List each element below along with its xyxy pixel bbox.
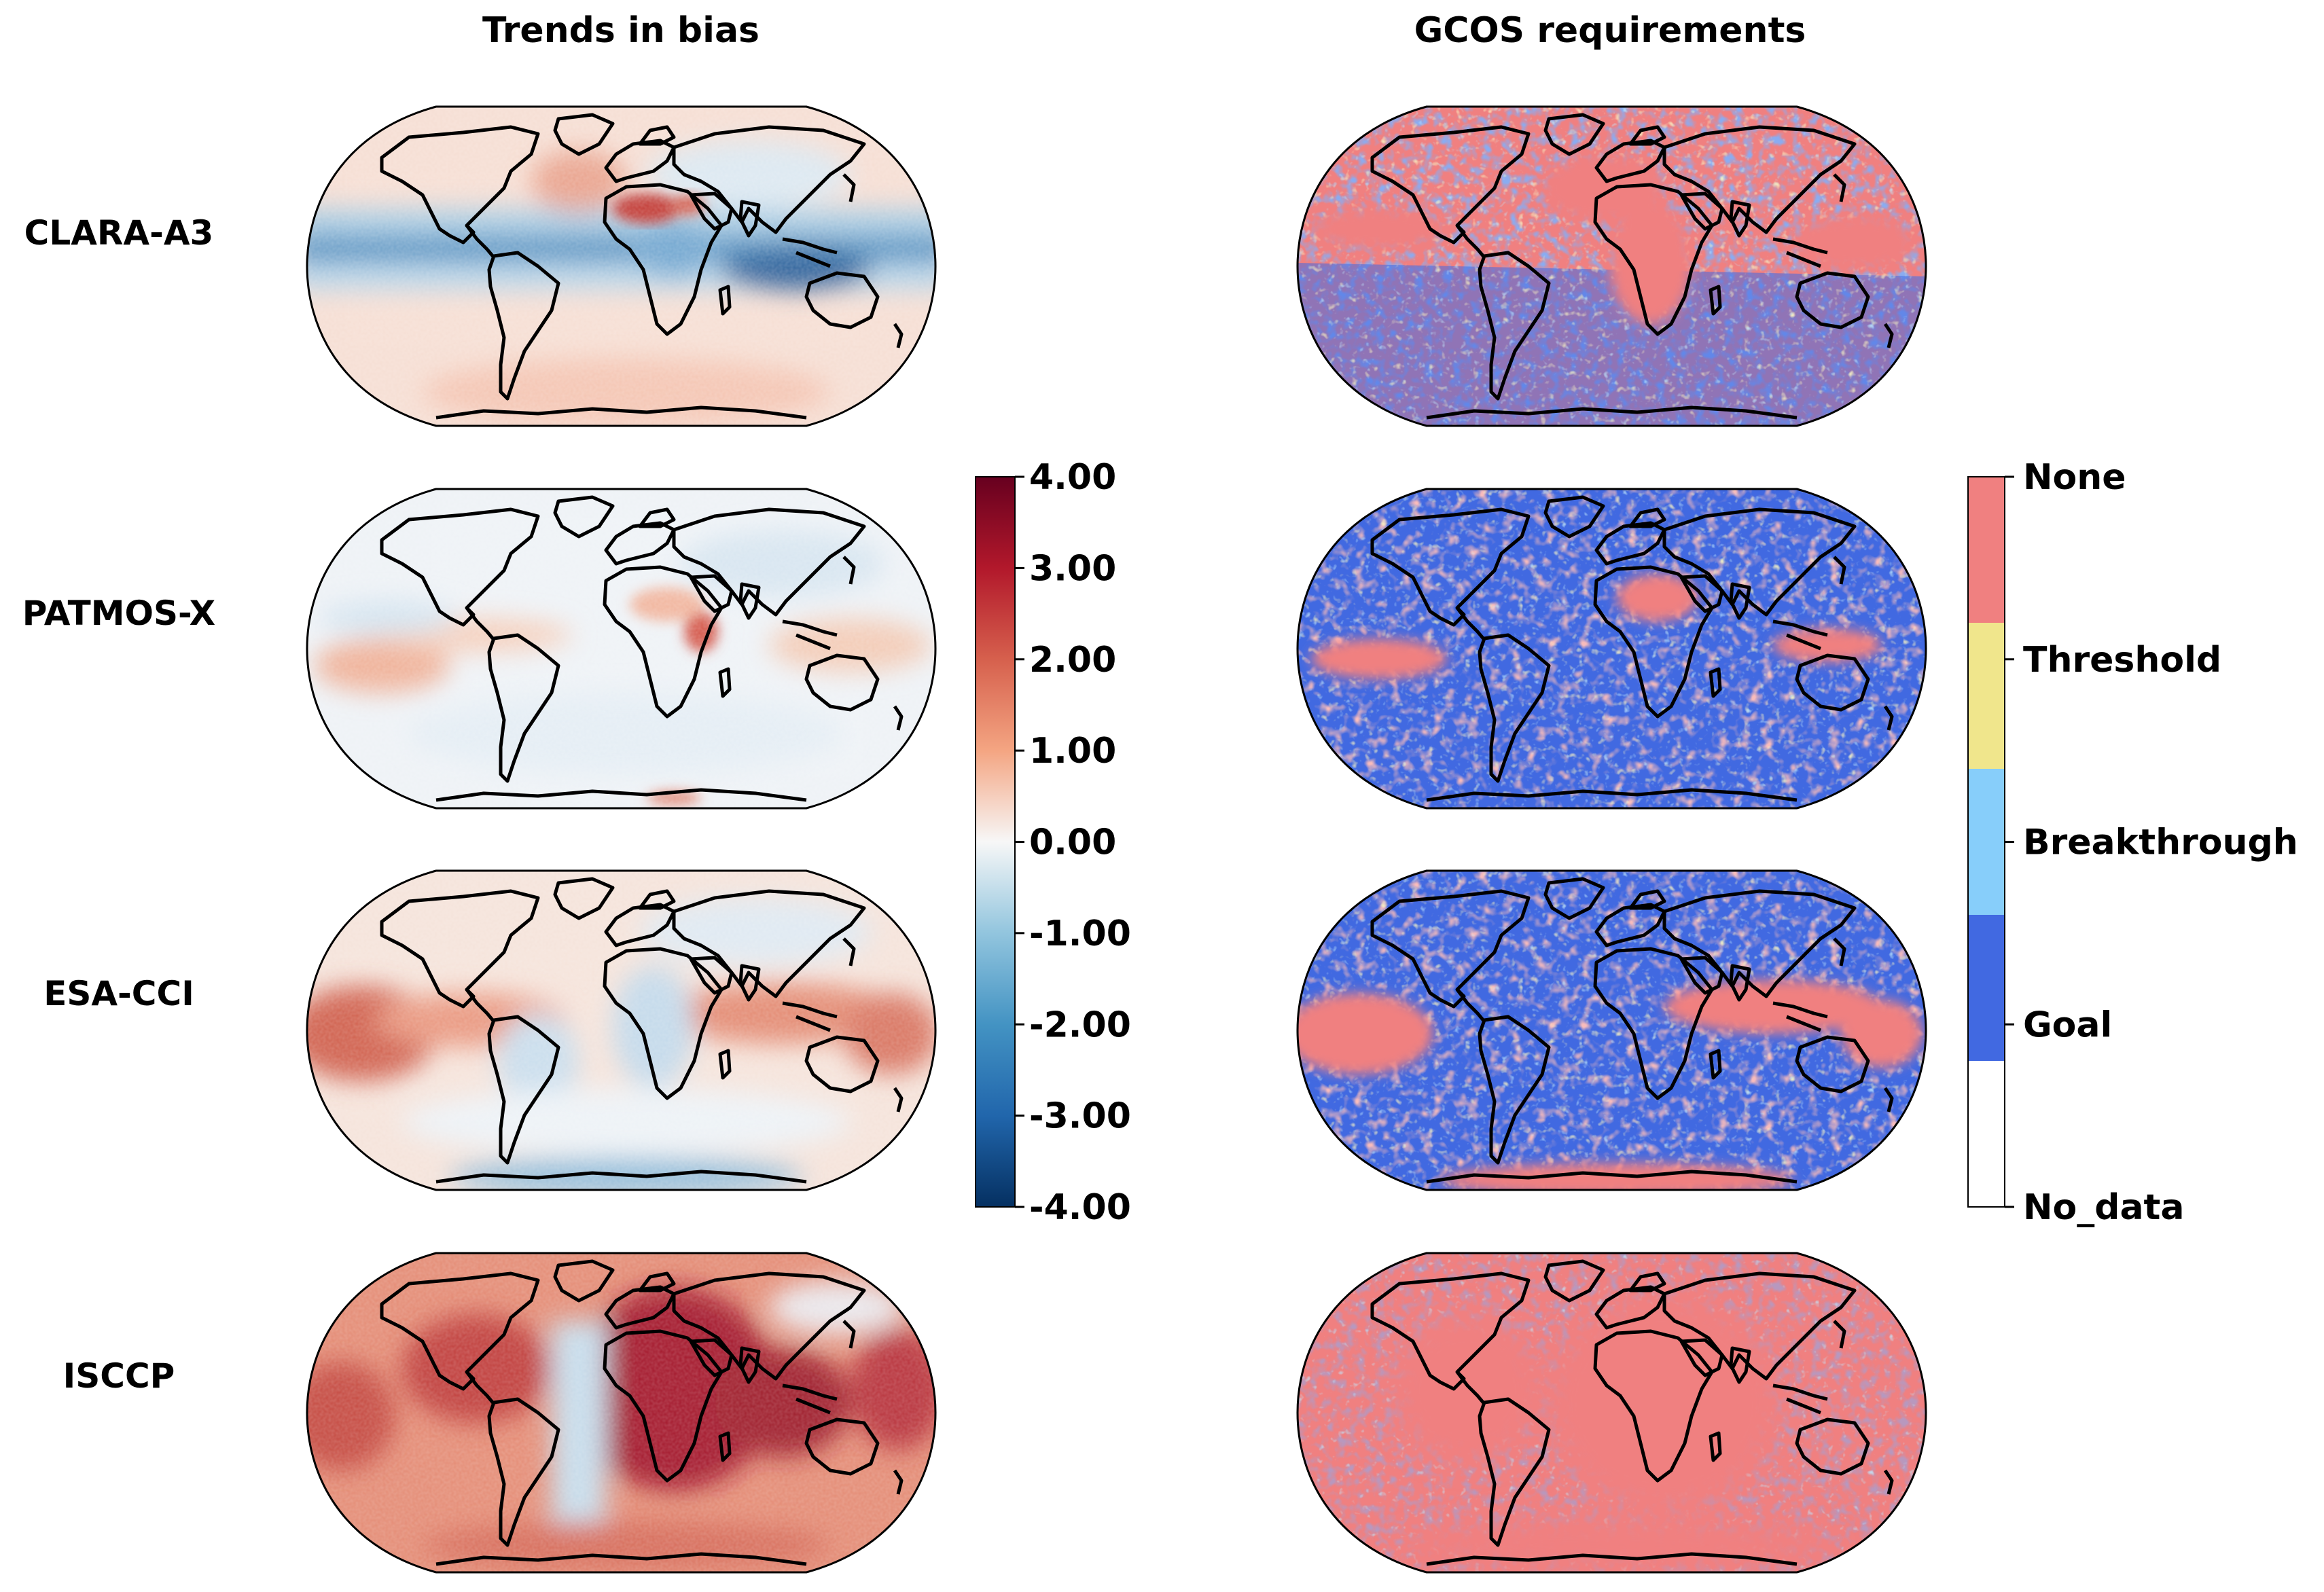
- map-gcos-patmos-x: [1296, 488, 1927, 810]
- row-label-patmos-x: PATMOS-X: [22, 594, 215, 633]
- gcos-colorbar-segment: [1968, 1061, 2005, 1207]
- map-gcos-clara-a3: [1296, 105, 1927, 427]
- gcos-colorbar-label: No_data: [2023, 1187, 2185, 1228]
- row-label-isccp: ISCCP: [63, 1356, 175, 1396]
- map-bias-isccp: [306, 1252, 937, 1574]
- gcos-colorbar-label: None: [2023, 457, 2126, 498]
- map-bias-esa-cci: [306, 869, 937, 1191]
- gcos-colorbar-segment: [1968, 623, 2005, 769]
- gcos-colorbar-label: Breakthrough: [2023, 822, 2298, 863]
- bias-colorbar-gradient: [975, 476, 1016, 1208]
- right-column-title: GCOS requirements: [1414, 10, 1806, 51]
- bias-colorbar-tick-label: -4.00: [1029, 1187, 1131, 1228]
- map-gcos-esa-cci: [1296, 869, 1927, 1191]
- gcos-colorbar-segment: [1968, 769, 2005, 915]
- map-bias-patmos-x: [306, 488, 937, 810]
- row-label-clara-a3: CLARA-A3: [24, 213, 214, 253]
- gcos-colorbar-label: Threshold: [2023, 640, 2221, 681]
- bias-colorbar-tick-label: 1.00: [1029, 731, 1116, 772]
- row-label-esa-cci: ESA-CCI: [43, 974, 194, 1013]
- bias-colorbar-tick-label: 0.00: [1029, 822, 1116, 863]
- gcos-colorbar-segment: [1968, 477, 2005, 623]
- gcos-colorbar-label: Goal: [2023, 1005, 2112, 1045]
- map-gcos-isccp: [1296, 1252, 1927, 1574]
- bias-colorbar-tick-label: 3.00: [1029, 548, 1116, 589]
- bias-colorbar-tick-label: 4.00: [1029, 457, 1116, 498]
- bias-colorbar: 4.00 3.00 2.00 1.00 0.00 -1.00 -2.00 -3.00 -4.00: [975, 457, 1131, 1228]
- gcos-colorbar-segment: [1968, 915, 2005, 1061]
- bias-colorbar-tick-label: -1.00: [1029, 913, 1131, 954]
- map-bias-clara-a3: [306, 105, 937, 427]
- bias-colorbar-tick-label: -2.00: [1029, 1005, 1131, 1045]
- bias-colorbar-tick-label: -3.00: [1029, 1096, 1131, 1137]
- gcos-colorbar: None Threshold Breakthrough Goal No_data: [1967, 457, 2298, 1228]
- left-column-title: Trends in bias: [482, 10, 759, 51]
- bias-colorbar-tick-label: 2.00: [1029, 640, 1116, 681]
